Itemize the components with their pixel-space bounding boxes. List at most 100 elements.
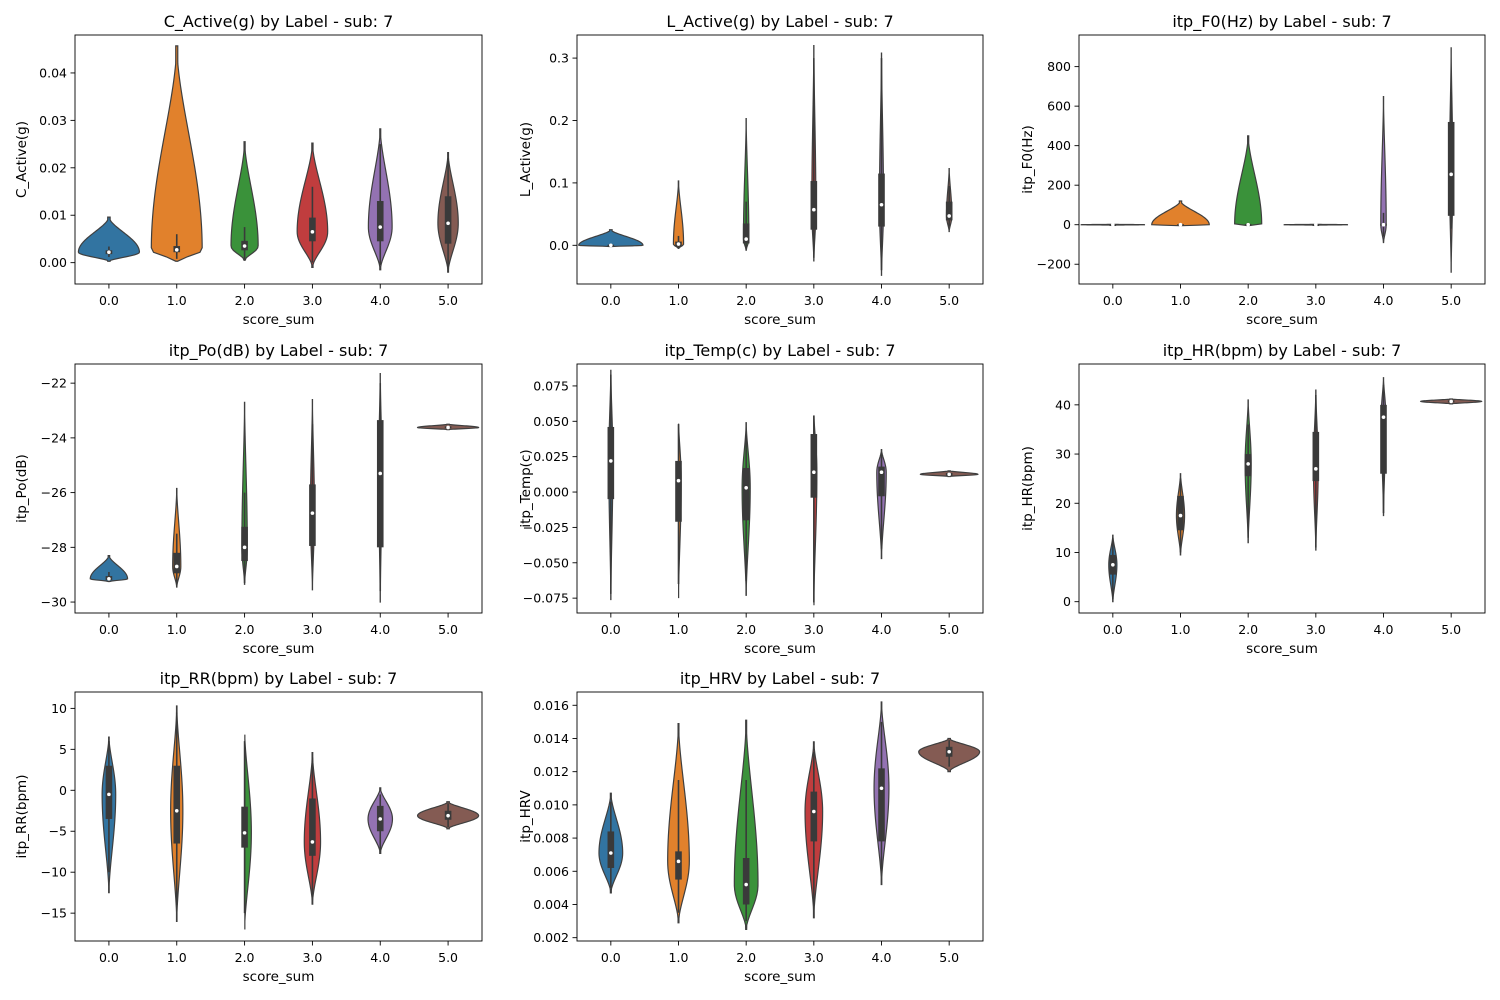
violin-iqr-box (173, 552, 181, 574)
x-tick-label: 2.0 (736, 293, 756, 308)
violin-1.0 (170, 705, 184, 922)
violin-body (1234, 135, 1263, 227)
y-tick-label: 0 (1063, 594, 1071, 609)
violin-median-point (242, 545, 247, 550)
x-tick-label: 1.0 (167, 293, 187, 308)
y-axis-label: C_Active(g) (14, 121, 30, 198)
y-tick-label: −15 (41, 906, 67, 921)
x-axis-label: score_sum (744, 969, 816, 985)
y-tick-label: 30 (1055, 447, 1071, 462)
violin-1.0 (672, 180, 685, 250)
y-axis-label: itp_HRV (518, 790, 534, 843)
subplot-frame (576, 34, 984, 285)
violin-1.0 (675, 423, 682, 599)
subplot-title: itp_F0(Hz) by Label - sub: 7 (1172, 12, 1391, 32)
y-tick-label: 0.1 (549, 175, 569, 190)
violin-median-point (676, 859, 681, 864)
x-tick-label: 5.0 (939, 622, 959, 637)
violin-iqr-box (444, 196, 452, 244)
violin-1.0 (1151, 200, 1210, 227)
y-tick-label: 0 (1063, 217, 1071, 232)
violin-2.0 (241, 401, 248, 585)
violin-median-point (947, 472, 951, 477)
subplot-7: itp_RR(bpm) by Label - sub: 7 −15 −10 −5 0 5 1… (14, 669, 483, 985)
y-tick-label: 0.010 (533, 797, 569, 812)
x-tick-label: 3.0 (804, 622, 824, 637)
violin-median-point (242, 831, 247, 835)
y-tick-label: 0.014 (533, 731, 569, 746)
violin-body (150, 45, 203, 262)
violin-2.0 (1244, 399, 1252, 544)
x-axis-label: score_sum (243, 641, 315, 657)
y-tick-label: 0.050 (533, 414, 569, 429)
violin-5.0 (416, 801, 480, 830)
y-tick-label: 0.3 (549, 51, 569, 66)
violin-median-point (1314, 222, 1318, 227)
violin-median-point (1314, 467, 1318, 471)
y-tick-label: −200 (1037, 257, 1071, 272)
x-tick-label: 5.0 (438, 622, 458, 637)
y-tick-label: −10 (41, 865, 67, 880)
violin-1.0 (1175, 473, 1186, 556)
y-tick-label: 200 (1047, 178, 1071, 193)
violin-iqr-box (241, 526, 248, 562)
violin-body (89, 554, 129, 583)
x-axis-label: score_sum (1246, 641, 1318, 657)
violin-4.0 (873, 701, 890, 886)
y-tick-label: 10 (51, 701, 67, 716)
violin-body (742, 118, 750, 251)
violin-median-point (1449, 172, 1453, 177)
violin-4.0 (367, 787, 394, 854)
violin-median-point (378, 817, 383, 821)
y-tick-label: 0.012 (533, 764, 569, 779)
subplot-title: itp_HRV by Label - sub: 7 (680, 669, 880, 689)
y-tick-label: 0.04 (39, 65, 67, 80)
x-axis-label: score_sum (744, 641, 816, 657)
violin-median-point (174, 564, 179, 569)
violin-median-point (609, 243, 613, 248)
y-axis-label: itp_HR(bpm) (1020, 446, 1036, 531)
y-tick-label: 0.02 (39, 160, 67, 175)
violin-1.0 (667, 722, 690, 924)
x-tick-label: 0.0 (99, 293, 119, 308)
violin-iqr-box (241, 806, 248, 848)
subplot-title: itp_HR(bpm) by Label - sub: 7 (1163, 341, 1402, 361)
y-tick-label: 0.025 (533, 449, 569, 464)
violin-median-point (812, 470, 816, 475)
violin-5.0 (1419, 398, 1483, 405)
violin-2.0 (742, 118, 750, 251)
violin-median-point (947, 214, 951, 218)
subplot-title: L_Active(g) by Label - sub: 7 (666, 12, 893, 32)
violin-median-point (609, 851, 613, 855)
violin-4.0 (1380, 377, 1387, 517)
y-tick-label: −24 (41, 430, 67, 445)
violin-iqr-box (1312, 431, 1320, 482)
violin-iqr-box (1447, 121, 1455, 216)
violin-0.0 (77, 216, 141, 262)
subplot-8: itp_HRV by Label - sub: 7 0.002 0.004 0.006… (518, 669, 984, 985)
violin-median-point (812, 809, 816, 814)
subplot-frame (1078, 363, 1486, 614)
violin-iqr-box (742, 858, 750, 905)
violin-2.0 (733, 719, 759, 930)
violin-1.0 (150, 45, 203, 262)
violin-iqr-box (1380, 404, 1387, 474)
violin-median-point (378, 471, 383, 476)
x-tick-label: 0.0 (601, 293, 621, 308)
violin-3.0 (309, 398, 316, 591)
violin-iqr-box (810, 791, 818, 842)
x-tick-label: 1.0 (167, 950, 187, 965)
violin-median-point (107, 250, 111, 255)
x-tick-label: 2.0 (235, 622, 255, 637)
subplot-title: C_Active(g) by Label - sub: 7 (164, 12, 394, 32)
violin-median-point (879, 202, 884, 207)
violin-iqr-box (742, 467, 750, 521)
violin-3.0 (810, 45, 818, 262)
violin-2.0 (241, 734, 252, 930)
y-tick-label: 0.01 (39, 208, 67, 223)
violin-median-point (1449, 399, 1453, 404)
violin-median-point (744, 237, 748, 241)
violin-3.0 (1312, 389, 1320, 551)
violin-median-point (310, 840, 315, 844)
x-tick-label: 3.0 (1306, 293, 1326, 308)
